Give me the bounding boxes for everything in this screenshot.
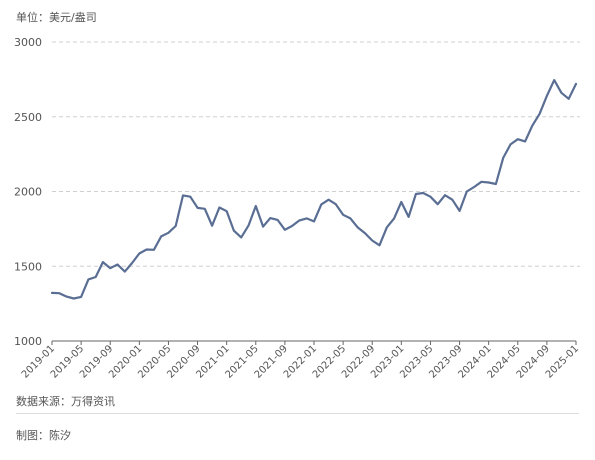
x-axis: 2019-012019-052019-092020-012020-052020-… <box>20 340 581 381</box>
unit-label: 单位：美元/盎司 <box>16 11 97 24</box>
gold-price-line <box>50 79 578 300</box>
y-tick-label: 2000 <box>14 186 42 199</box>
y-tick-label: 1000 <box>14 335 42 348</box>
divider <box>16 413 579 414</box>
y-axis-ticks: 1000 1500 2000 2500 3000 <box>14 36 42 348</box>
y-tick-label: 3000 <box>14 36 42 49</box>
gridlines <box>52 41 580 267</box>
y-tick-label: 1500 <box>14 260 42 273</box>
line-chart: 1000 1500 2000 2500 3000 2019-012019-052019-… <box>14 36 581 381</box>
y-tick-label: 2500 <box>14 111 42 124</box>
credit-note: 制图：陈汐 <box>16 429 71 442</box>
source-note: 数据来源：万得资讯 <box>16 395 115 408</box>
